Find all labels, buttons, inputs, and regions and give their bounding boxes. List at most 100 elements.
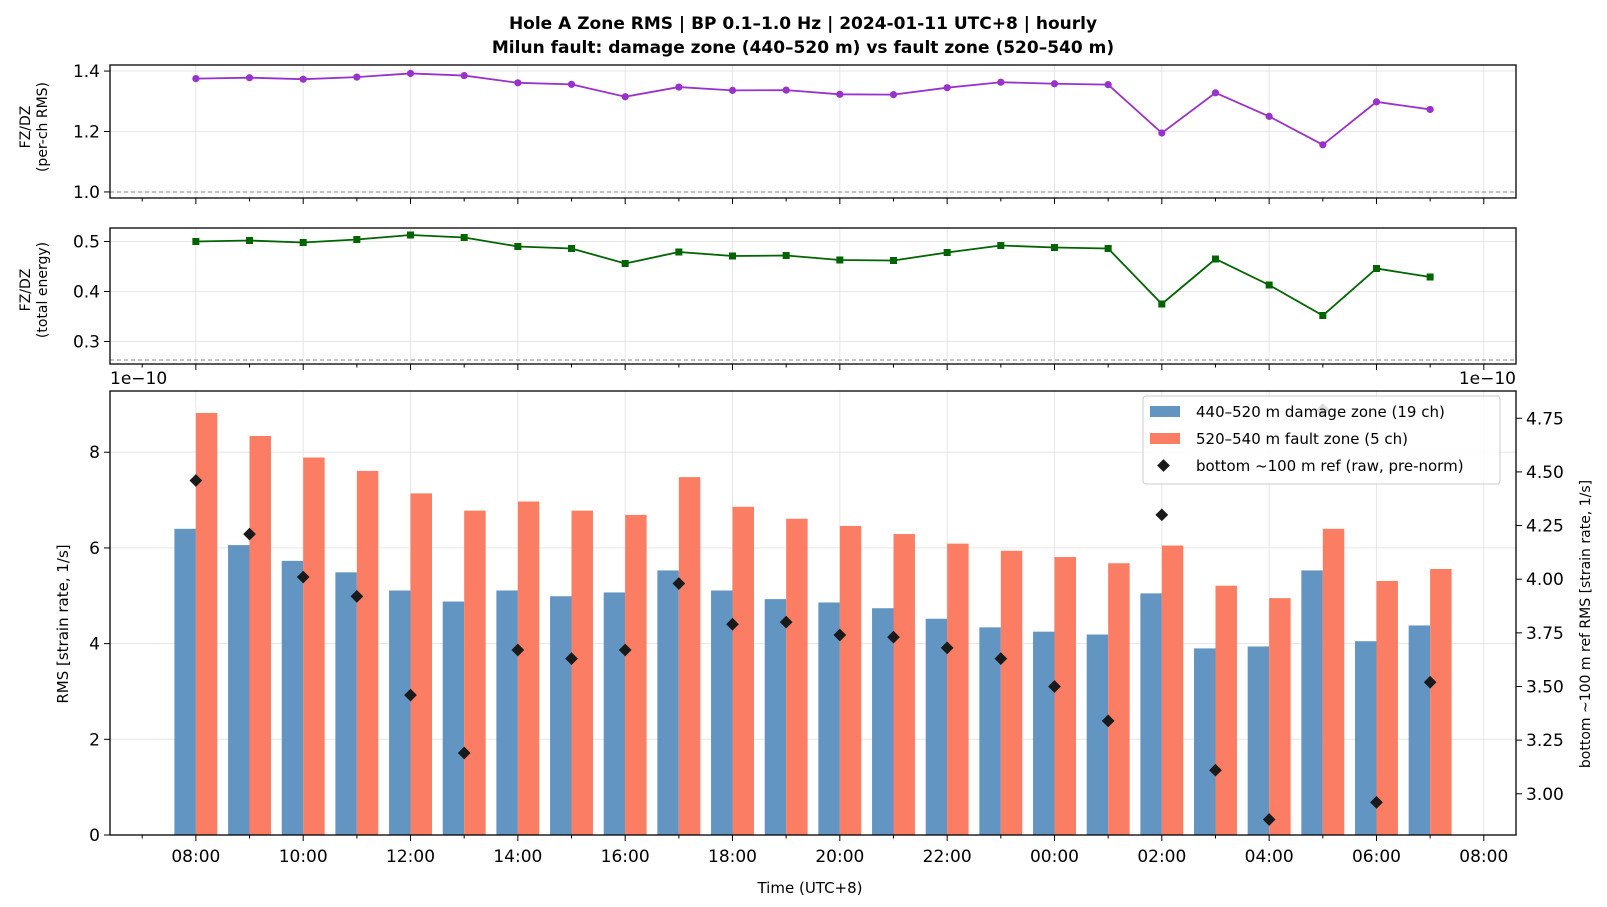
p2-point-9 bbox=[675, 248, 683, 256]
p2-point-18 bbox=[1158, 300, 1166, 308]
p3-ytick-label-3: 6 bbox=[89, 539, 100, 559]
p2-point-23 bbox=[1426, 273, 1434, 281]
p2-point-4 bbox=[407, 231, 415, 239]
p1-series-line bbox=[195, 72, 1431, 146]
p3-xtick-label-11: 06:00 bbox=[1352, 847, 1401, 867]
p1-point-8 bbox=[621, 93, 629, 101]
fault-zone-bar-2 bbox=[303, 457, 325, 835]
fault-zone-bar-12 bbox=[839, 525, 862, 835]
p2-point-12 bbox=[836, 256, 844, 264]
damage-zone-bar-10 bbox=[711, 590, 733, 835]
p1-point-10 bbox=[728, 86, 737, 94]
p1-point-20 bbox=[1265, 112, 1273, 120]
p1-point-9 bbox=[675, 83, 683, 91]
fault-zone-bar-1 bbox=[249, 435, 271, 835]
zone-rms-panel: 0 2 4 6 8 3.00 3.25 3.50 3.75 4.00 4.25 4.50 4.75 08:… bbox=[89, 390, 1564, 867]
p3-ytick-label-0: 0 bbox=[89, 826, 100, 846]
p2-point-21 bbox=[1319, 312, 1327, 319]
damage-zone-bar-0 bbox=[174, 528, 196, 835]
damage-zone-bar-16 bbox=[1033, 631, 1055, 835]
damage-zone-bar-1 bbox=[228, 545, 250, 835]
offset-text-left: 1e−10 bbox=[110, 369, 167, 389]
fault-zone-bar-23 bbox=[1430, 568, 1452, 835]
damage-zone-bar-14 bbox=[925, 618, 948, 835]
p3-xtick-label-7: 22:00 bbox=[923, 847, 972, 867]
p2-point-2 bbox=[299, 239, 307, 246]
p1-point-19 bbox=[1211, 89, 1220, 97]
p3-xtick-label-5: 18:00 bbox=[708, 847, 757, 867]
p3-xtick-label-4: 16:00 bbox=[601, 847, 650, 867]
damage-zone-bar-4 bbox=[389, 590, 411, 835]
p2-ytick-label-0: 0.3 bbox=[73, 333, 100, 353]
p3-xtick-label-9: 02:00 bbox=[1137, 847, 1186, 867]
damage-zone-bar-8 bbox=[603, 592, 626, 835]
damage-zone-bar-19 bbox=[1194, 648, 1216, 835]
fault-zone-bar-5 bbox=[464, 510, 486, 835]
p3-ytick-right-label-4: 4.00 bbox=[1526, 570, 1564, 590]
p1-ytick-label-0: 1.0 bbox=[73, 183, 100, 203]
p1-point-16 bbox=[1050, 80, 1059, 88]
fault-zone-bar-14 bbox=[947, 543, 969, 835]
legend-swatch-damage-zone bbox=[1150, 406, 1180, 417]
p3-ytick-right-label-2: 3.50 bbox=[1526, 677, 1564, 697]
p2-point-13 bbox=[889, 257, 897, 264]
p1-point-14 bbox=[943, 84, 951, 92]
p2-point-16 bbox=[1050, 244, 1058, 251]
fault-zone-bar-18 bbox=[1161, 545, 1184, 835]
p3-xtick-label-3: 14:00 bbox=[493, 847, 542, 867]
p2-ytick-label-1: 0.4 bbox=[73, 283, 100, 303]
ratio-energy-panel: 0.3 0.4 0.5 bbox=[73, 227, 1517, 370]
damage-zone-bar-2 bbox=[281, 560, 304, 835]
fault-zone-bar-11 bbox=[786, 518, 808, 835]
p1-point-4 bbox=[406, 69, 415, 78]
p2-ytick-label-2: 0.5 bbox=[73, 233, 100, 253]
damage-zone-bar-15 bbox=[979, 627, 1001, 835]
p2-point-3 bbox=[353, 236, 361, 243]
fault-zone-bar-21 bbox=[1322, 528, 1345, 835]
damage-zone-bar-9 bbox=[657, 570, 679, 835]
p2-series-line bbox=[195, 234, 1431, 317]
fault-zone-bar-15 bbox=[1000, 550, 1023, 835]
fault-zone-bar-3 bbox=[356, 470, 379, 835]
p1-point-21 bbox=[1319, 141, 1327, 149]
p2-point-20 bbox=[1265, 281, 1273, 289]
fault-zone-bar-4 bbox=[410, 493, 432, 835]
p1-point-17 bbox=[1104, 81, 1112, 89]
fault-zone-bar-22 bbox=[1376, 580, 1398, 835]
p3-xtick-label-6: 20:00 bbox=[815, 847, 864, 867]
damage-zone-bar-11 bbox=[764, 599, 787, 835]
damage-zone-bar-6 bbox=[496, 590, 518, 835]
fault-zone-bar-8 bbox=[625, 514, 647, 835]
p3-ytick-right-label-6: 4.50 bbox=[1526, 463, 1564, 483]
panel3-ylabel: RMS [strain rate, 1/s] bbox=[54, 544, 72, 703]
x-axis-label: Time (UTC+8) bbox=[756, 879, 862, 897]
legend: 440–520 m damage zone (19 ch) 520–540 m … bbox=[1142, 395, 1501, 485]
p3-ytick-right-label-1: 3.25 bbox=[1526, 731, 1564, 751]
fault-zone-bar-9 bbox=[678, 477, 701, 835]
p1-point-18 bbox=[1158, 129, 1166, 137]
reference-point-18 bbox=[1155, 508, 1169, 522]
p1-point-1 bbox=[245, 74, 254, 82]
damage-zone-bar-20 bbox=[1247, 646, 1270, 835]
p1-frame bbox=[109, 64, 1517, 199]
damage-zone-bar-22 bbox=[1355, 641, 1377, 835]
p3-ytick-right-label-0: 3.00 bbox=[1526, 785, 1564, 805]
p2-point-1 bbox=[246, 237, 254, 244]
p2-point-14 bbox=[943, 249, 951, 256]
panel1-ylabel-line2: (per-ch RMS) bbox=[35, 82, 51, 172]
fault-zone-bar-7 bbox=[571, 510, 593, 835]
p1-point-7 bbox=[567, 80, 576, 88]
p3-xtick-label-1: 10:00 bbox=[279, 847, 328, 867]
p3-ytick-right-label-7: 4.75 bbox=[1526, 409, 1564, 429]
p1-point-0 bbox=[192, 75, 200, 83]
fault-zone-bar-10 bbox=[732, 506, 754, 835]
p2-point-7 bbox=[568, 245, 576, 252]
p3-xtick-label-12: 08:00 bbox=[1459, 847, 1508, 867]
p3-xtick-label-8: 00:00 bbox=[1030, 847, 1079, 867]
damage-zone-bar-17 bbox=[1086, 634, 1109, 835]
p2-point-17 bbox=[1104, 245, 1112, 252]
p1-point-15 bbox=[997, 78, 1005, 86]
damage-zone-bar-7 bbox=[550, 596, 572, 835]
legend-swatch-fault-zone bbox=[1150, 433, 1180, 444]
